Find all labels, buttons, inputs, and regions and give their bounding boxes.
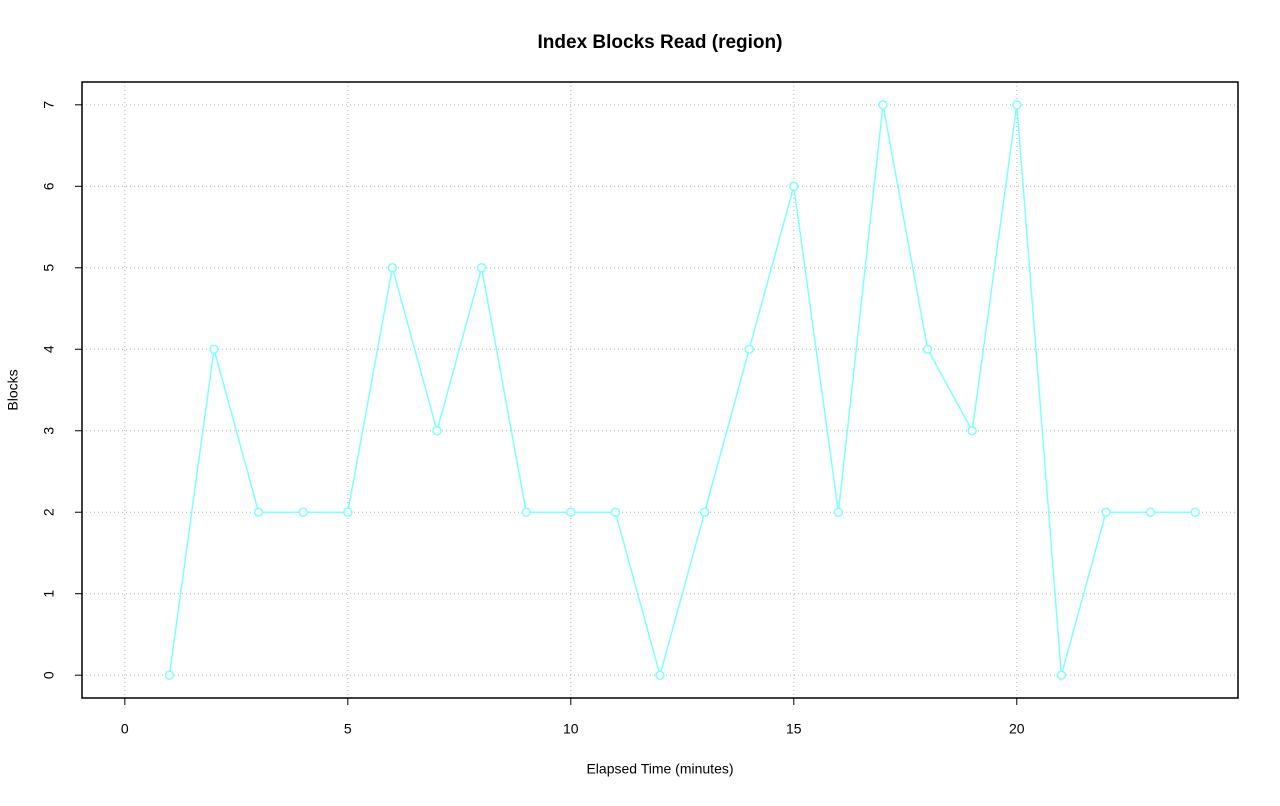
y-tick-label: 6 — [41, 182, 57, 190]
y-tick-label: 1 — [41, 590, 57, 598]
data-point — [655, 670, 665, 680]
data-point — [1145, 507, 1156, 517]
data-point — [967, 425, 977, 436]
data-point — [878, 100, 888, 110]
chart-title: Index Blocks Read (region) — [538, 32, 783, 53]
data-point — [343, 507, 353, 517]
y-tick-label: 5 — [41, 264, 57, 272]
data-point — [387, 263, 398, 273]
data-point — [699, 507, 710, 517]
data-point — [432, 425, 442, 436]
y-tick-label: 4 — [41, 345, 57, 353]
data-point — [164, 670, 175, 680]
y-tick-label: 3 — [41, 427, 57, 435]
y-axis-label: Blocks — [5, 369, 21, 410]
y-tick-label: 7 — [41, 101, 57, 109]
data-line — [168, 104, 1196, 679]
data-point — [298, 507, 308, 517]
data-point — [833, 507, 844, 517]
y-tick-label: 2 — [41, 508, 57, 516]
data-point — [789, 181, 799, 192]
data-point — [1190, 507, 1200, 517]
x-tick-label: 15 — [786, 721, 802, 737]
data-point — [521, 507, 531, 517]
x-tick-label: 20 — [1009, 721, 1025, 737]
data-point — [476, 263, 487, 273]
data-point — [610, 507, 621, 517]
data-point — [922, 344, 933, 355]
data-point — [744, 344, 754, 355]
data-point — [1056, 670, 1067, 680]
data-point — [566, 507, 576, 517]
x-tick-label: 0 — [121, 721, 129, 737]
x-tick-label: 5 — [344, 721, 352, 737]
data-point — [209, 344, 219, 355]
x-tick-label: 10 — [563, 721, 579, 737]
plot-frame — [81, 81, 1239, 699]
x-axis-label: Elapsed Time (minutes) — [586, 761, 733, 777]
y-tick-label: 0 — [41, 671, 57, 679]
data-point — [1101, 507, 1111, 517]
data-point — [253, 507, 264, 517]
data-point — [1012, 100, 1022, 110]
